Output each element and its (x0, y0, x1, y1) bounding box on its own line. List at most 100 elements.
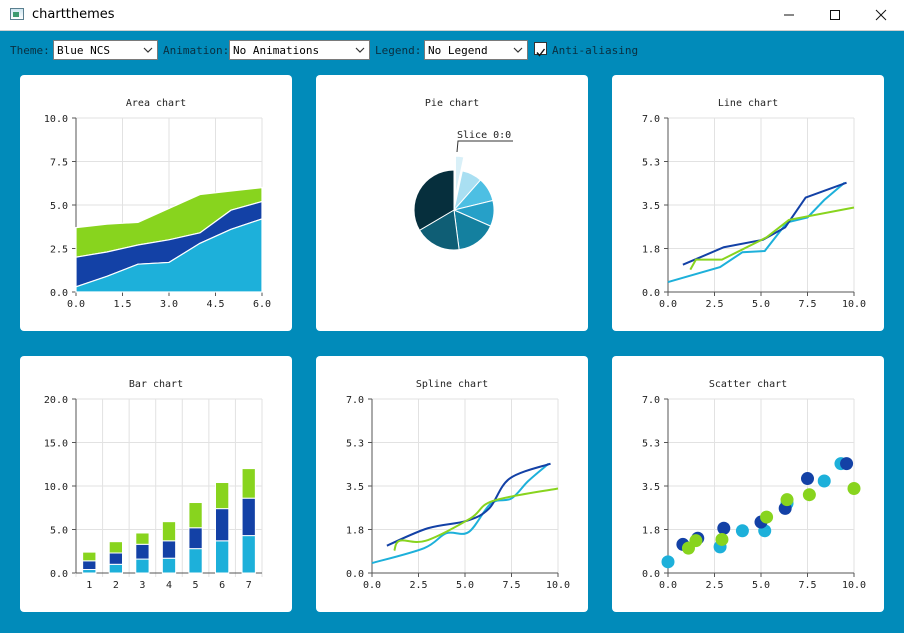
bar-0-2 (135, 558, 150, 574)
y-tick-label: 3.5 (642, 201, 660, 212)
scatter-point-2-4 (780, 493, 794, 507)
antialiasing-label: Anti-aliasing (552, 44, 639, 57)
chevron-down-icon (513, 47, 523, 53)
scatter-point-2-1 (689, 534, 703, 548)
scatter-point-2-2 (715, 532, 729, 546)
x-tick-label: 10.0 (842, 580, 866, 591)
bar-1-6 (241, 497, 256, 537)
pie-slice-6 (413, 169, 455, 231)
line-chart: Line chart 0.0 1.8 3.5 5.3 7.0 0.0 2.5 5.0 7.5 10.… (642, 98, 866, 310)
x-tick-label: 2.5 (705, 299, 723, 310)
x-tick-label: 0.0 (363, 580, 381, 591)
x-tick-label: 7.5 (798, 580, 816, 591)
y-tick-label: 5.0 (50, 201, 68, 212)
animation-label: Animation: (163, 44, 230, 57)
line-series-2 (689, 206, 855, 271)
antialiasing-checkbox[interactable] (534, 42, 547, 57)
maximize-button[interactable] (812, 0, 858, 30)
x-tick-label: 5.0 (456, 580, 474, 591)
chevron-down-icon (143, 47, 153, 53)
line-series-1 (682, 181, 847, 266)
y-tick-label: 7.0 (346, 395, 364, 406)
bar-0-0 (82, 569, 97, 574)
chart-title: Line chart (718, 98, 778, 109)
minimize-button[interactable] (766, 0, 812, 30)
x-tick-label: 4 (166, 580, 172, 591)
spline-chart-panel: Spline chart 0.0 1.8 3.5 5.3 7.0 0.0 2.5 5.0 7.5 1… (316, 356, 588, 612)
theme-label: Theme: (10, 44, 50, 57)
area-series-0 (75, 218, 263, 293)
y-tick-label: 5.3 (346, 439, 364, 450)
x-tick-label: 5.0 (752, 580, 770, 591)
pie-chart-panel: Pie chart Slice 0:0 (316, 75, 588, 331)
bar-0-5 (215, 540, 230, 574)
scatter-point-2-5 (802, 488, 816, 502)
bar-0-3 (161, 557, 177, 574)
bar-1-5 (215, 508, 230, 542)
scatter-point-2-3 (760, 510, 774, 524)
app-icon (10, 8, 24, 20)
pie-slice-label: Slice 0:0 (457, 130, 511, 141)
toolbar: Theme: Blue NCS Animation: No Animations… (0, 31, 904, 69)
chevron-down-icon (355, 47, 365, 53)
y-tick-label: 0.0 (642, 569, 660, 580)
close-button[interactable] (858, 0, 904, 30)
spline-series-2 (393, 487, 559, 552)
y-tick-label: 20.0 (44, 395, 68, 406)
bar-1-3 (161, 540, 177, 559)
x-tick-label: 10.0 (546, 580, 570, 591)
pie-slice-0 (454, 155, 465, 197)
y-tick-label: 0.0 (346, 569, 364, 580)
bar-2-6 (241, 468, 256, 499)
x-tick-label: 2.5 (409, 580, 427, 591)
maximize-icon (830, 10, 840, 20)
x-tick-label: 5.0 (752, 299, 770, 310)
spline-chart: Spline chart 0.0 1.8 3.5 5.3 7.0 0.0 2.5 5.0 7.5 1… (346, 379, 570, 591)
legend-combobox[interactable]: No Legend (424, 40, 528, 60)
x-tick-label: 10.0 (842, 299, 866, 310)
x-tick-label: 3 (139, 580, 145, 591)
x-tick-label: 2 (113, 580, 119, 591)
x-tick-label: 6 (219, 580, 225, 591)
y-tick-label: 1.8 (642, 526, 660, 537)
bar-1-2 (135, 543, 150, 560)
y-tick-label: 1.8 (642, 245, 660, 256)
y-tick-label: 3.5 (642, 482, 660, 493)
bar-1-4 (188, 527, 203, 550)
y-tick-label: 5.3 (642, 439, 660, 450)
scatter-point-0-2 (735, 524, 749, 538)
minimize-icon (784, 14, 794, 16)
pie-chart: Pie chart Slice 0:0 (413, 98, 513, 251)
legend-value: No Legend (428, 44, 488, 57)
line-series-0 (667, 181, 846, 284)
bar-0-4 (188, 548, 203, 574)
area-chart-panel: Area chart 0.0 2.5 5.0 7.5 10.0 0.0 1.5 3.0 4.5 6.… (20, 75, 292, 331)
y-tick-label: 7.0 (642, 114, 660, 125)
theme-combobox[interactable]: Blue NCS (53, 40, 158, 60)
window-title: chartthemes (32, 7, 115, 22)
title-bar: chartthemes (0, 0, 904, 31)
legend-label: Legend: (375, 44, 422, 57)
scatter-point-0-0 (661, 555, 675, 569)
spline-series-0 (371, 462, 550, 565)
y-tick-label: 2.5 (50, 245, 68, 256)
y-tick-label: 15.0 (44, 439, 68, 450)
scatter-point-1-2 (717, 521, 731, 535)
x-tick-label: 4.5 (206, 299, 224, 310)
checkmark-icon (536, 48, 546, 57)
y-tick-label: 0.0 (50, 288, 68, 299)
y-tick-label: 0.0 (642, 288, 660, 299)
scatter-chart-panel: Scatter chart 0.0 1.8 3.5 5.3 7.0 0.0 2.5 5.0 7.5… (612, 356, 884, 612)
bar-1-0 (82, 560, 97, 571)
bar-2-1 (108, 541, 124, 554)
chart-title: Spline chart (416, 379, 488, 390)
x-tick-label: 0.0 (659, 299, 677, 310)
y-tick-label: 0.0 (50, 569, 68, 580)
animation-combobox[interactable]: No Animations (229, 40, 370, 60)
bar-0-1 (108, 563, 124, 574)
y-tick-label: 7.5 (50, 158, 68, 169)
scatter-point-2-6 (847, 481, 861, 495)
x-tick-label: 5 (193, 580, 199, 591)
y-tick-label: 3.5 (346, 482, 364, 493)
bar-2-5 (215, 482, 230, 510)
